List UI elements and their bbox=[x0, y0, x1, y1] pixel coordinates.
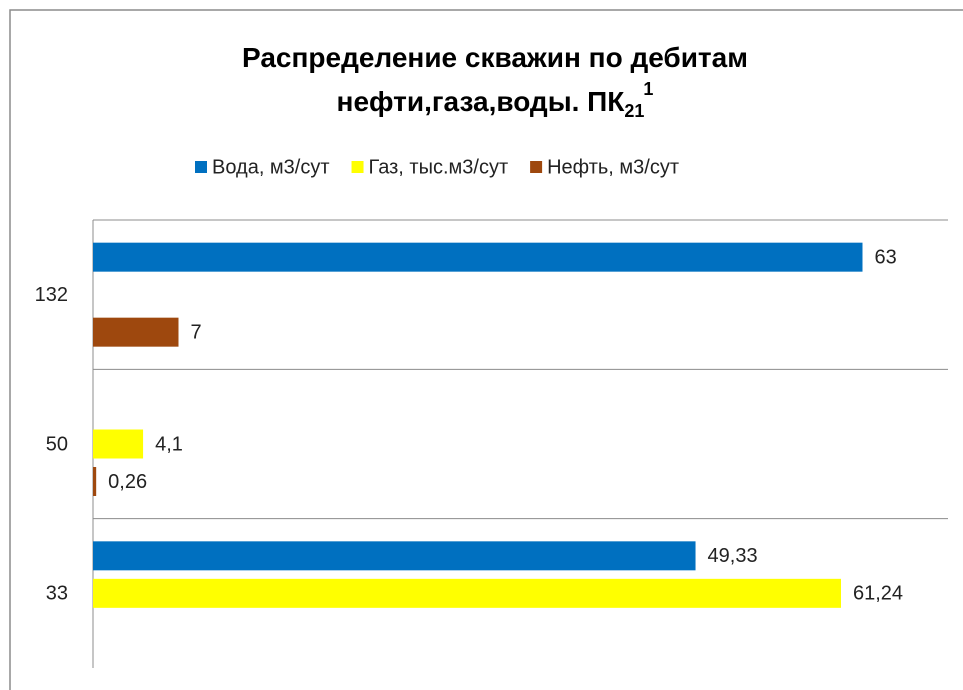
data-label: 63 bbox=[875, 246, 897, 268]
chart-title: нефти,газа,воды. ПК211 bbox=[337, 79, 654, 121]
data-label: 7 bbox=[191, 321, 202, 343]
legend-label: Нефть, м3/сут bbox=[547, 156, 679, 178]
bar bbox=[93, 467, 97, 496]
data-label: 0,26 bbox=[108, 471, 147, 493]
y-tick-label: 33 bbox=[46, 583, 68, 605]
data-label: 4,1 bbox=[155, 433, 183, 455]
bar bbox=[93, 541, 696, 571]
chart-title: Распределение скважин по дебитам bbox=[242, 42, 748, 73]
y-tick-label: 132 bbox=[35, 284, 68, 306]
legend-swatch bbox=[351, 161, 364, 173]
legend-swatch bbox=[195, 161, 207, 173]
bar bbox=[93, 242, 863, 272]
legend-swatch bbox=[530, 161, 543, 173]
title-line: Распределение скважин по дебитам bbox=[242, 42, 748, 73]
title-subscript: 21 bbox=[624, 101, 644, 121]
legend-label: Газ, тыс.м3/сут bbox=[369, 156, 509, 178]
chart-frame bbox=[9, 9, 963, 690]
y-tick-label: 50 bbox=[46, 433, 68, 455]
bar bbox=[93, 578, 842, 608]
data-label: 49,33 bbox=[708, 545, 758, 567]
bar bbox=[93, 317, 179, 347]
title-line: нефти,газа,воды. ПК bbox=[337, 86, 626, 117]
title-superscript: 1 bbox=[643, 79, 653, 99]
legend-label: Вода, м3/сут bbox=[212, 156, 330, 178]
bar bbox=[93, 429, 144, 459]
data-label: 61,24 bbox=[853, 583, 903, 605]
